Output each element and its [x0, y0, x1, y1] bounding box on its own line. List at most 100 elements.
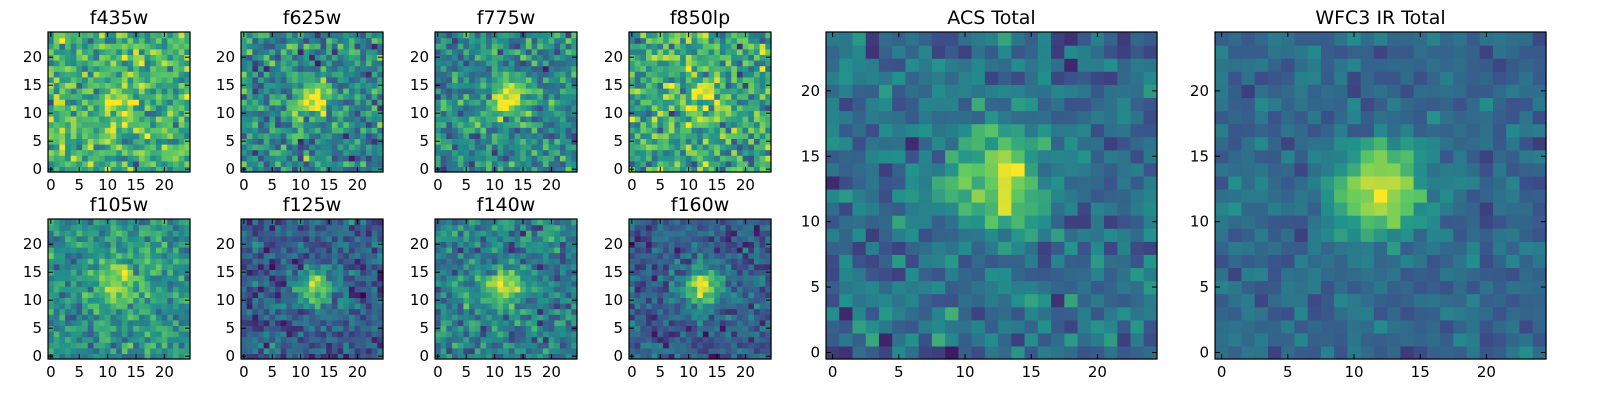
heatmap-cell	[452, 166, 459, 173]
heatmap-cell	[343, 224, 350, 231]
heatmap-cell	[121, 32, 129, 39]
heatmap-cell	[76, 110, 83, 117]
heatmap-cell	[691, 149, 698, 156]
heatmap-cell	[320, 314, 327, 321]
heatmap-cell	[680, 99, 687, 106]
heatmap-cell	[87, 149, 95, 156]
heatmap-cell	[629, 319, 636, 326]
heatmap-cell	[76, 314, 83, 321]
heatmap-cell	[184, 149, 191, 156]
heatmap-cell	[360, 308, 367, 315]
heatmap-cell	[93, 219, 100, 226]
heatmap-cell	[252, 93, 259, 100]
heatmap-cell	[150, 76, 157, 83]
heatmap-cell	[280, 286, 288, 293]
heatmap-cell	[531, 76, 538, 83]
heatmap-cell	[731, 116, 738, 123]
heatmap-cell	[99, 37, 106, 44]
heatmap-cell	[161, 297, 168, 304]
heatmap-cell	[537, 121, 544, 128]
heatmap-cell	[331, 219, 339, 226]
heatmap-cell	[452, 127, 459, 134]
heatmap-cell	[65, 280, 72, 287]
heatmap-cell	[53, 331, 60, 338]
heatmap-cell	[360, 297, 367, 304]
heatmap-cell	[708, 138, 715, 145]
heatmap-cell	[463, 48, 470, 55]
heatmap-cell	[138, 291, 146, 298]
axes-frame	[240, 31, 384, 173]
heatmap-cell	[565, 241, 572, 248]
heatmap-cell	[629, 127, 636, 134]
heatmap-cell	[292, 99, 299, 106]
heatmap-cell	[178, 43, 185, 50]
heatmap-cell	[531, 258, 538, 265]
heatmap-cell	[548, 241, 555, 248]
heatmap-cell	[348, 121, 356, 128]
heatmap-cell	[348, 166, 356, 173]
heatmap-cell	[76, 48, 83, 55]
heatmap-cell	[133, 291, 140, 298]
heatmap-cell	[172, 110, 180, 117]
heatmap-cell	[753, 76, 761, 83]
heatmap-cell	[571, 65, 578, 72]
heatmap-cell	[708, 149, 715, 156]
heatmap-cell	[286, 297, 293, 304]
heatmap-cell	[491, 99, 499, 106]
heatmap-cell	[297, 144, 305, 151]
heatmap-cell	[725, 275, 732, 282]
heatmap-cell	[377, 160, 384, 167]
heatmap-cell	[292, 54, 299, 61]
heatmap-cell	[514, 54, 521, 61]
heatmap-cell	[525, 166, 533, 173]
heatmap-cell	[65, 127, 72, 134]
heatmap-cell	[184, 121, 191, 128]
heatmap-cell	[59, 155, 66, 162]
heatmap-cell	[144, 121, 151, 128]
heatmap-cell	[246, 144, 253, 151]
heatmap-cell	[435, 224, 442, 231]
heatmap-cell	[53, 235, 60, 242]
heatmap-cell	[337, 336, 344, 343]
heatmap-cell	[365, 37, 373, 44]
heatmap-cell	[59, 71, 66, 78]
heatmap-cell	[93, 121, 100, 128]
heatmap-cell	[463, 144, 470, 151]
heatmap-cell	[104, 308, 112, 315]
heatmap-cell	[53, 314, 60, 321]
heatmap-cell	[87, 314, 95, 321]
heatmap-cell	[486, 303, 493, 310]
heatmap-cell	[178, 252, 185, 259]
heatmap-cell	[59, 336, 66, 343]
y-tick-label: 20	[410, 48, 429, 66]
heatmap-cell	[525, 60, 533, 67]
heatmap-cell	[314, 280, 322, 287]
heatmap-cell	[241, 263, 248, 270]
heatmap-cell	[354, 308, 361, 315]
heatmap-cell	[178, 347, 185, 354]
heatmap-cell	[93, 138, 100, 145]
heatmap-cell	[463, 347, 470, 354]
heatmap-cell	[155, 347, 163, 354]
heatmap-cell	[121, 116, 129, 123]
heatmap-cell	[99, 230, 106, 237]
heatmap-cell	[93, 319, 100, 326]
heatmap-cell	[629, 149, 636, 156]
heatmap-cell	[326, 99, 333, 106]
heatmap-cell	[719, 93, 727, 100]
heatmap-cell	[116, 325, 123, 332]
heatmap-cell	[275, 258, 282, 265]
heatmap-cell	[469, 331, 476, 338]
heatmap-cell	[161, 60, 168, 67]
heatmap-cell	[292, 71, 299, 78]
heatmap-cell	[377, 252, 384, 259]
heatmap-cell	[133, 110, 140, 117]
heatmap-cell	[371, 48, 378, 55]
heatmap-cell	[320, 235, 327, 242]
x-tick-label: 0	[239, 363, 249, 381]
heatmap-cell	[365, 241, 373, 248]
heatmap-cell	[765, 93, 772, 100]
heatmap-cell	[469, 93, 476, 100]
heatmap-cell	[629, 88, 636, 95]
heatmap-cell	[326, 48, 333, 55]
